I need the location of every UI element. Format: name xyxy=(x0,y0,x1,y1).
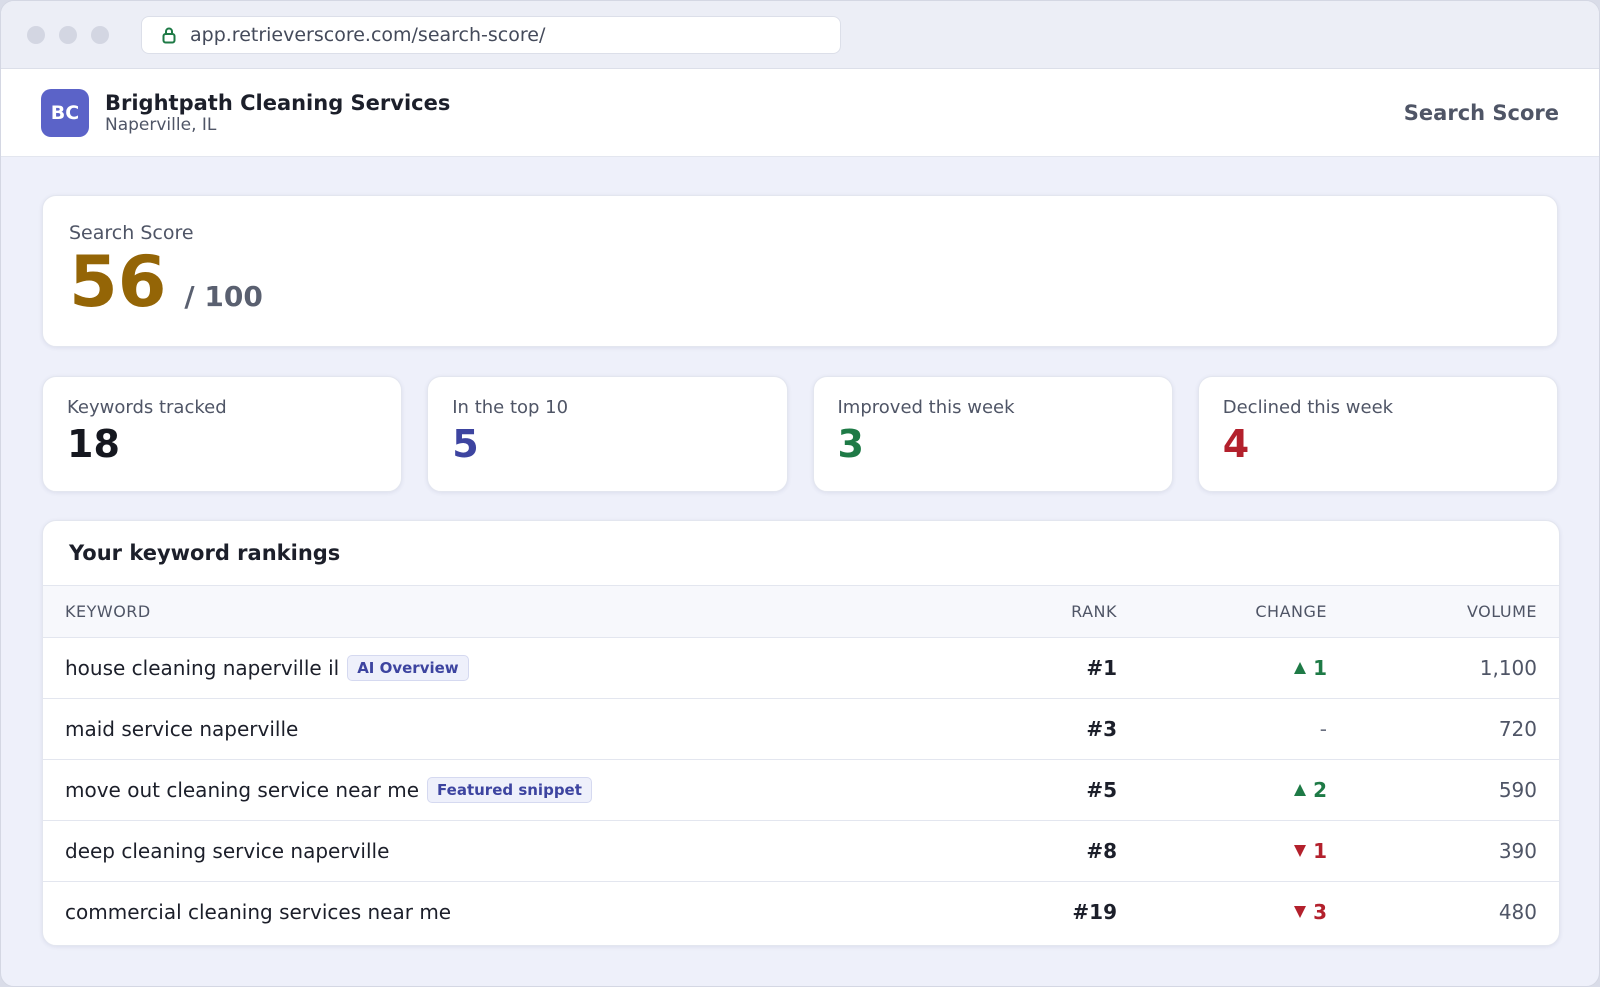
change: 1 xyxy=(1313,839,1327,863)
score-max: / 100 xyxy=(184,280,263,313)
business-name: Brightpath Cleaning Services xyxy=(105,90,451,115)
change-cell: 3 xyxy=(1117,900,1327,924)
keyword-cell: house cleaning naperville il AI Overview xyxy=(65,655,997,681)
rankings-title: Your keyword rankings xyxy=(69,541,341,565)
stat-value: 18 xyxy=(67,422,120,466)
table-row: move out cleaning service near me Feature… xyxy=(43,759,1559,820)
stat-label: Declined this week xyxy=(1222,397,1394,418)
change-cell: 1 xyxy=(1117,656,1327,680)
arrow-up xyxy=(1294,784,1307,796)
change: 3 xyxy=(1313,900,1327,924)
table-header: KEYWORD RANK CHANGE VOLUME xyxy=(43,585,1559,637)
serp-badge: AI Overview xyxy=(347,655,469,681)
keyword: maid service naperville xyxy=(65,717,299,741)
business-info: Brightpath Cleaning Services Naperville,… xyxy=(105,91,450,135)
window-button[interactable] xyxy=(27,25,45,44)
table-row: maid service naperville #3 - 720 xyxy=(43,698,1559,759)
stat-label: Keywords tracked xyxy=(67,397,227,418)
window-button[interactable] xyxy=(91,25,109,44)
stat-value: 3 xyxy=(837,422,864,466)
table-row: commercial cleaning services near me #19 3… xyxy=(43,881,1559,942)
app-header: BC Brightpath Cleaning Services Napervil… xyxy=(1,69,1599,157)
volume: 1,100 xyxy=(1479,656,1537,680)
column-header: KEYWORD xyxy=(65,602,151,621)
serp-badge: Featured snippet xyxy=(427,777,592,803)
arrow-down xyxy=(1294,906,1307,918)
rank: #5 xyxy=(1086,778,1117,802)
score-label: Search Score xyxy=(69,222,194,244)
change-cell: 1 xyxy=(1117,839,1327,863)
table-row: house cleaning naperville il AI Overview #… xyxy=(43,637,1559,698)
stat-label: Improved this week xyxy=(837,397,1015,418)
stat-label: In the top 10 xyxy=(452,397,569,418)
change: - xyxy=(1319,717,1327,741)
column-header: CHANGE xyxy=(1255,602,1327,621)
window-button[interactable] xyxy=(59,25,77,44)
volume: 590 xyxy=(1498,778,1537,802)
change-cell: - xyxy=(1117,717,1327,741)
business-location: Naperville, IL xyxy=(105,114,217,135)
url-text: app.retrieverscore.com/search-score/ xyxy=(190,23,546,46)
rank: #3 xyxy=(1086,717,1117,741)
keyword: deep cleaning service naperville xyxy=(65,839,390,863)
stat-value: 5 xyxy=(452,422,479,466)
keyword: move out cleaning service near me xyxy=(65,778,420,802)
score-line: 56 / 100 xyxy=(69,244,1531,320)
column-header: VOLUME xyxy=(1467,602,1537,621)
change-cell: 2 xyxy=(1117,778,1327,802)
address-bar[interactable]: app.retrieverscore.com/search-score/ xyxy=(141,15,841,54)
rank: #1 xyxy=(1086,656,1117,680)
score-card: Search Score 56 / 100 xyxy=(42,195,1558,347)
rank: #8 xyxy=(1086,839,1117,863)
rank: #19 xyxy=(1072,900,1117,924)
column-header: RANK xyxy=(1071,602,1117,621)
rankings-table: KEYWORD RANK CHANGE VOLUME house cleaning na… xyxy=(43,585,1559,942)
stat-card: Keywords tracked 18 xyxy=(42,376,403,492)
keyword-cell: commercial cleaning services near me xyxy=(65,900,997,924)
keyword-cell: deep cleaning service naperville xyxy=(65,839,997,863)
keyword: house cleaning naperville il xyxy=(65,656,340,680)
rankings-card: Your keyword rankings KEYWORD RANK CHANGE V… xyxy=(42,520,1560,946)
keyword-cell: move out cleaning service near me Feature… xyxy=(65,777,997,803)
keyword: commercial cleaning services near me xyxy=(65,900,452,924)
arrow-down xyxy=(1294,845,1307,857)
page-title: Search Score xyxy=(1403,100,1559,125)
stat-card: In the top 10 5 xyxy=(427,376,788,492)
volume: 480 xyxy=(1498,900,1537,924)
change: 2 xyxy=(1313,778,1327,802)
volume: 720 xyxy=(1498,717,1537,741)
table-row: deep cleaning service naperville #8 1 390 xyxy=(43,820,1559,881)
keyword-cell: maid service naperville xyxy=(65,717,997,741)
arrow-up xyxy=(1294,662,1307,674)
lock-icon xyxy=(162,27,176,43)
browser-chrome: app.retrieverscore.com/search-score/ xyxy=(1,1,1599,69)
stat-value: 4 xyxy=(1222,422,1250,466)
stat-card: Improved this week 3 xyxy=(812,376,1173,492)
stats-row: Keywords tracked 18 In the top 10 5 Improved… xyxy=(42,376,1558,492)
change: 1 xyxy=(1313,656,1327,680)
volume: 390 xyxy=(1498,839,1537,863)
score-value: 56 xyxy=(69,241,167,323)
stat-card: Declined this week 4 xyxy=(1197,376,1558,492)
logo: BC xyxy=(41,88,89,137)
